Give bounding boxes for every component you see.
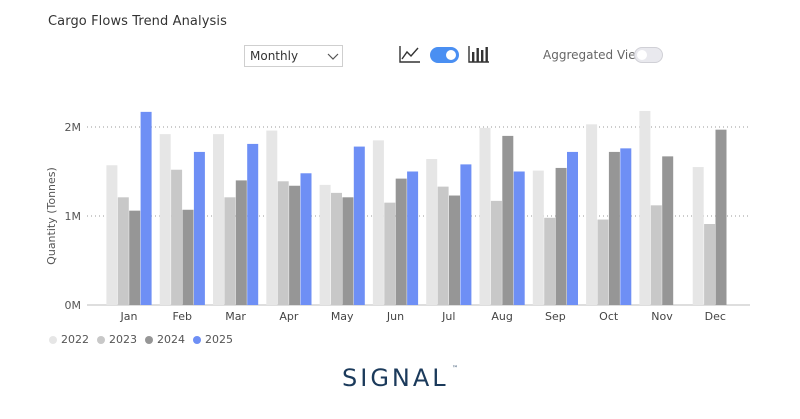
bar-2023-Nov[interactable]	[650, 205, 662, 305]
x-tick-label: Apr	[279, 310, 299, 323]
bar-2025-Sep[interactable]	[567, 151, 578, 305]
y-tick-label: 0M	[65, 299, 82, 312]
bar-2025-May[interactable]	[353, 146, 365, 305]
bar-2023-Feb[interactable]	[171, 169, 183, 305]
bar-2022-Mar[interactable]	[213, 134, 224, 305]
x-tick-label: Mar	[225, 310, 246, 323]
x-tick-label: Dec	[705, 310, 726, 323]
bar-2024-Aug[interactable]	[502, 135, 514, 305]
legend-item-2024[interactable]: 2024	[145, 333, 185, 346]
bar-2022-Apr[interactable]	[266, 130, 278, 305]
trademark-mark: ™	[452, 365, 458, 372]
bar-2025-Jul[interactable]	[460, 164, 472, 305]
y-axis-title: Quantity (Tonnes)	[45, 167, 58, 265]
legend-label: 2025	[205, 333, 233, 346]
bar-2023-Jun[interactable]	[384, 202, 396, 305]
bar-2022-Jan[interactable]	[106, 165, 118, 305]
legend-swatch	[145, 335, 153, 344]
chart-mode-toggle[interactable]	[430, 47, 459, 63]
legend-label: 2022	[61, 333, 89, 346]
bar-2023-Mar[interactable]	[224, 197, 236, 305]
period-dropdown[interactable]: Monthly	[244, 45, 343, 67]
bar-2022-Sep[interactable]	[532, 170, 544, 305]
x-tick-label: Oct	[599, 310, 619, 323]
bar-2022-Dec[interactable]	[692, 167, 704, 305]
bar-2024-May[interactable]	[342, 197, 354, 305]
bar-2025-Jun[interactable]	[407, 171, 419, 306]
x-tick-label: Aug	[491, 310, 512, 323]
brand-name: SIGNAL	[342, 364, 449, 392]
bar-2025-Oct[interactable]	[620, 148, 632, 305]
signal-logo: SIGNAL ™	[342, 364, 458, 392]
legend-swatch	[49, 335, 57, 344]
x-tick-label: May	[331, 310, 354, 323]
bar-2024-Oct[interactable]	[608, 151, 620, 305]
bar-2024-Nov[interactable]	[662, 156, 674, 305]
bar-2024-Feb[interactable]	[182, 209, 194, 305]
bar-2025-Aug[interactable]	[513, 171, 525, 306]
x-tick-label: Nov	[651, 310, 673, 323]
aggregated-view-toggle[interactable]	[634, 47, 663, 63]
bar-2022-Nov[interactable]	[639, 110, 651, 305]
bar-2022-Oct[interactable]	[586, 124, 598, 305]
bar-2022-May[interactable]	[319, 184, 331, 305]
x-tick-label: Jan	[120, 310, 138, 323]
x-tick-label: Feb	[173, 310, 192, 323]
bar-2022-Feb[interactable]	[159, 134, 171, 305]
bar-2024-Jan[interactable]	[129, 210, 141, 305]
bar-2024-Jun[interactable]	[395, 178, 407, 305]
bar-2025-Feb[interactable]	[193, 151, 205, 305]
chevron-down-icon	[327, 53, 339, 60]
bar-2024-Mar[interactable]	[235, 180, 247, 305]
chart-legend: 2022 2023 2024 2025	[49, 333, 233, 346]
bar-2023-Aug[interactable]	[490, 200, 502, 305]
bar-2022-Jun[interactable]	[372, 140, 384, 305]
bar-2024-Sep[interactable]	[555, 167, 567, 305]
bar-2023-Sep[interactable]	[544, 217, 556, 305]
legend-item-2023[interactable]: 2023	[97, 333, 137, 346]
period-dropdown-value: Monthly	[250, 49, 299, 63]
bar-2022-Aug[interactable]	[479, 127, 491, 305]
legend-swatch	[193, 335, 201, 344]
bar-2024-Dec[interactable]	[715, 129, 727, 305]
bar-2025-Apr[interactable]	[300, 173, 312, 305]
line-chart-icon[interactable]	[398, 44, 422, 64]
bar-2023-May[interactable]	[331, 192, 342, 305]
legend-item-2022[interactable]: 2022	[49, 333, 89, 346]
y-tick-label: 1M	[65, 210, 82, 223]
bar-2023-Jul[interactable]	[437, 186, 449, 305]
bar-2023-Apr[interactable]	[277, 181, 289, 305]
x-tick-label: Jun	[386, 310, 404, 323]
aggregated-view-label: Aggregated View	[543, 48, 646, 62]
legend-label: 2023	[109, 333, 137, 346]
bar-2023-Dec[interactable]	[704, 224, 716, 305]
toggle-knob	[446, 50, 456, 60]
bar-2024-Apr[interactable]	[289, 185, 301, 305]
legend-item-2025[interactable]: 2025	[193, 333, 233, 346]
x-tick-label: Sep	[545, 310, 566, 323]
toggle-knob	[637, 50, 647, 60]
bar-2023-Oct[interactable]	[597, 219, 609, 305]
bar-chart-icon[interactable]	[467, 44, 491, 64]
bar-2022-Jul[interactable]	[426, 159, 438, 305]
y-tick-label: 2M	[65, 121, 82, 134]
bar-2023-Jan[interactable]	[117, 197, 129, 305]
bar-2024-Jul[interactable]	[449, 195, 460, 305]
legend-label: 2024	[157, 333, 185, 346]
chart-title: Cargo Flows Trend Analysis	[48, 14, 227, 29]
bar-2025-Mar[interactable]	[247, 143, 259, 305]
legend-swatch	[97, 335, 105, 344]
bar-2025-Jan[interactable]	[140, 111, 152, 306]
x-tick-label: Jul	[441, 310, 455, 323]
